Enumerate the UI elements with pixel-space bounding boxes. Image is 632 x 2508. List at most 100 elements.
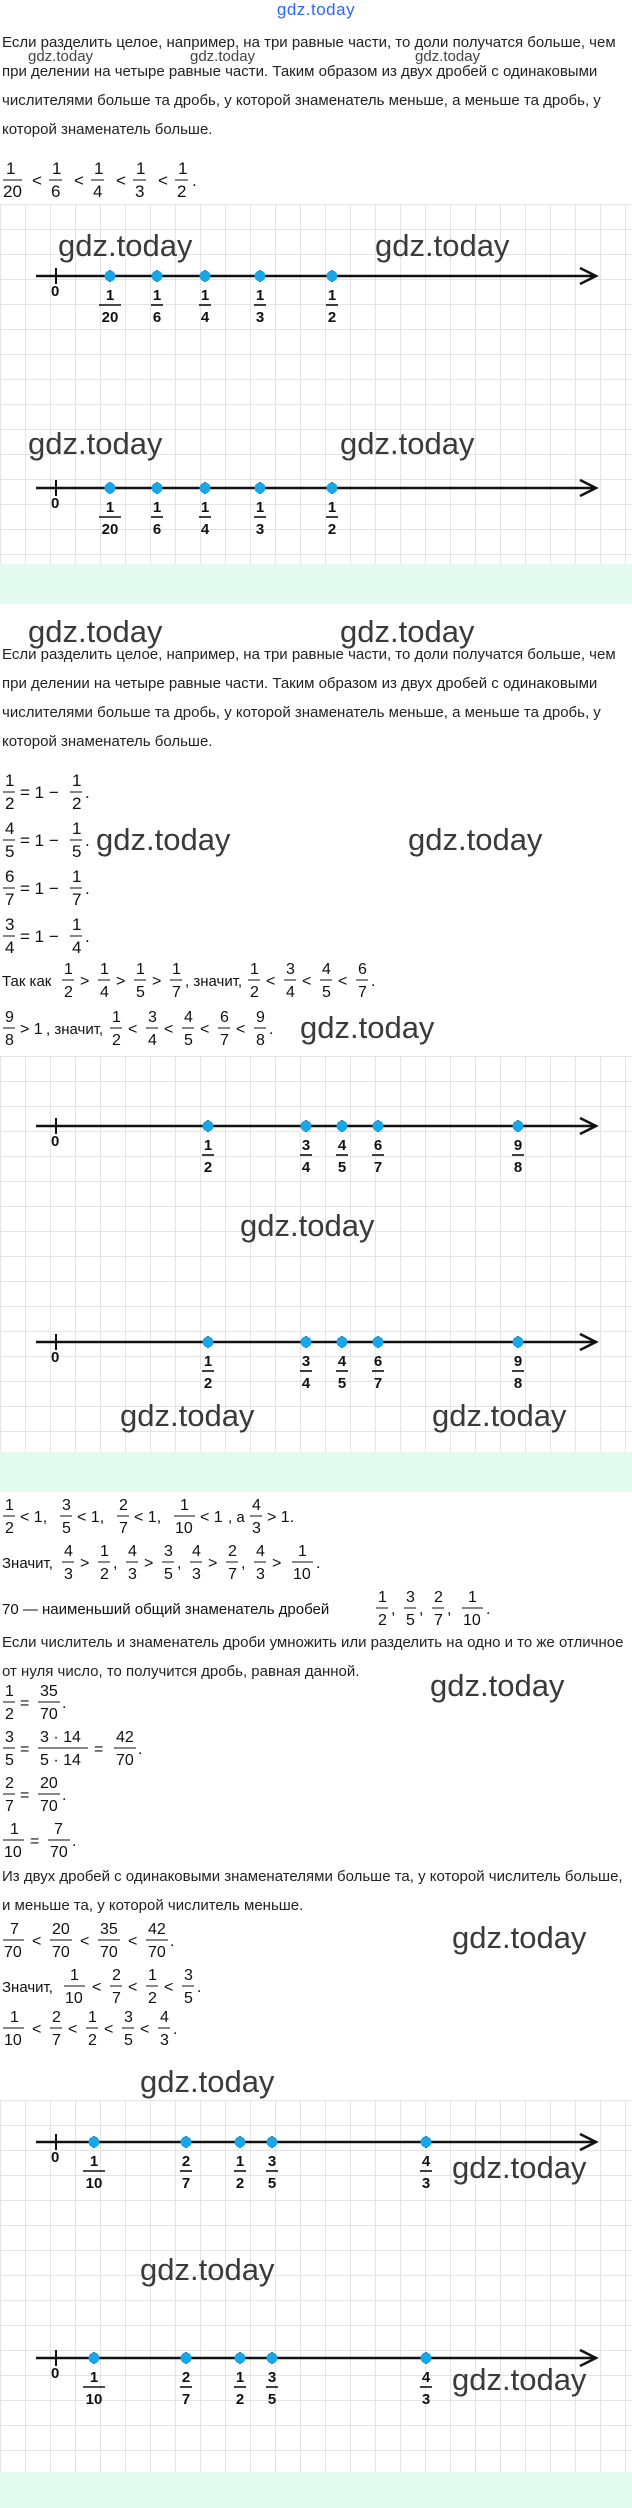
- svg-text:2: 2: [88, 2032, 97, 2049]
- svg-text:4: 4: [100, 984, 109, 1001]
- svg-text:Значит,: Значит,: [2, 1555, 53, 1572]
- section2-eq-1: 1 2 = 1 − 1 2.: [2, 770, 122, 821]
- point-marker: [266, 2352, 278, 2364]
- svg-text:2: 2: [378, 1612, 387, 1629]
- svg-text:70: 70: [148, 1944, 166, 1961]
- svg-text:.: .: [85, 927, 90, 946]
- point-marker: [254, 482, 266, 494]
- point-numerator: 1: [236, 2153, 244, 2170]
- svg-text:<: <: [158, 171, 168, 190]
- svg-text:6: 6: [5, 867, 14, 886]
- point-numerator: 3: [302, 1353, 310, 1370]
- svg-text:3: 3: [192, 1566, 201, 1583]
- svg-text:3: 3: [5, 915, 14, 934]
- section1-inequality: 1 20 < 1 6 < 1 4 < 1 3 < 1 2 .: [2, 158, 222, 211]
- svg-text:<: <: [128, 1933, 137, 1950]
- point-marker: [234, 2352, 246, 2364]
- watermark: gdz.today: [300, 1010, 435, 1045]
- svg-text:.: .: [138, 1741, 142, 1758]
- zero-label: 0: [51, 495, 59, 512]
- point-numerator: 4: [422, 2369, 431, 2386]
- svg-text:4: 4: [5, 819, 14, 838]
- svg-text:4: 4: [64, 1543, 73, 1560]
- svg-text:2: 2: [177, 182, 186, 201]
- line2-graphic: Значит, 43 > 12, 43 > 35, 43 > 27, 43 > …: [2, 1543, 320, 1583]
- svg-text:42: 42: [148, 1921, 166, 1938]
- svg-text:1: 1: [10, 2009, 19, 2026]
- point-marker: [326, 270, 338, 282]
- section2-text: Если разделить целое, например, на три р…: [2, 646, 616, 750]
- svg-text:=: =: [20, 1741, 29, 1758]
- svg-text:< 1,: < 1,: [20, 1509, 47, 1526]
- section3-eq-4: 1 10 = 7 70.: [2, 1818, 122, 1866]
- svg-text:10: 10: [463, 1612, 481, 1629]
- svg-text:70: 70: [52, 1944, 70, 1961]
- svg-text:3: 3: [184, 1967, 193, 1984]
- svg-text:4: 4: [192, 1543, 201, 1560]
- point-marker: [512, 1120, 524, 1132]
- point-numerator: 3: [268, 2369, 276, 2386]
- since-graphic: Так как 1 2 > 1 4 > 1 5 > 1 7 , значит, 1 2 <…: [2, 961, 375, 1001]
- svg-text:5: 5: [322, 984, 331, 1001]
- svg-text:<: <: [32, 171, 42, 190]
- svg-text:>: >: [144, 1555, 153, 1572]
- svg-text:7: 7: [10, 1921, 19, 1938]
- svg-text:5: 5: [5, 842, 14, 861]
- svg-text:2: 2: [100, 1566, 109, 1583]
- point-numerator: 9: [514, 1137, 522, 1154]
- svg-text:<: <: [128, 1979, 137, 1996]
- svg-text:8: 8: [5, 1032, 14, 1049]
- watermark: gdz.today: [415, 48, 481, 65]
- svg-text:1: 1: [180, 1497, 189, 1514]
- point-denominator: 20: [102, 309, 119, 326]
- point-marker: [88, 2352, 100, 2364]
- svg-text:<: <: [92, 1979, 101, 1996]
- watermark: gdz.today: [58, 228, 193, 263]
- svg-text:10: 10: [4, 2032, 22, 2049]
- eq-graphic: 4 5 = 1 − 1 5.: [3, 819, 90, 861]
- watermark: gdz.today: [375, 228, 510, 263]
- point-numerator: 1: [90, 2153, 98, 2170]
- point-denominator: 2: [236, 2175, 244, 2192]
- svg-text:> 1.: > 1.: [267, 1509, 294, 1526]
- grid-area: [0, 1056, 632, 1452]
- svg-text:.: .: [197, 1979, 201, 1996]
- svg-text:1: 1: [178, 159, 187, 178]
- eq-graphic: 3 4 = 1 − 1 4.: [3, 915, 90, 957]
- point-marker: [420, 2352, 432, 2364]
- svg-text:1: 1: [72, 867, 81, 886]
- watermark: gdz.today: [28, 614, 163, 649]
- conclusion-graphic: 98 > 1 , значит, 12 < 34 < 45 < 67 < 98 …: [3, 1009, 273, 1049]
- site-title[interactable]: gdz.today: [276, 0, 356, 19]
- svg-text:<: <: [200, 1021, 209, 1038]
- point-denominator: 4: [302, 1375, 311, 1392]
- svg-text:.: .: [72, 1833, 76, 1850]
- svg-text:>: >: [272, 1555, 281, 1572]
- watermark: gdz.today: [432, 1398, 567, 1433]
- line3-graphic: 70 — наименьший общий знаменатель дробей…: [2, 1589, 490, 1629]
- point-numerator: 9: [514, 1353, 522, 1370]
- svg-text:= 1 −: = 1 −: [20, 927, 59, 946]
- point-numerator: 1: [153, 287, 161, 304]
- watermark: gdz.today: [120, 1398, 255, 1433]
- svg-text:2: 2: [72, 794, 81, 813]
- svg-text:.: .: [85, 783, 90, 802]
- section2-since: Так как 1 2 > 1 4 > 1 5 > 1 7 , значит, 1 2 <…: [2, 958, 382, 1006]
- point-denominator: 5: [338, 1159, 346, 1176]
- svg-text:7: 7: [172, 984, 181, 1001]
- point-marker: [336, 1336, 348, 1348]
- zero-label: 0: [51, 2149, 59, 2166]
- section1-text: Если разделить целое, например, на три р…: [2, 34, 616, 138]
- svg-text:70: 70: [40, 1798, 58, 1815]
- svg-text:3: 3: [256, 1566, 265, 1583]
- point-denominator: 3: [422, 2175, 430, 2192]
- svg-text:4: 4: [72, 938, 81, 957]
- section3-text1: Если числитель и знаменатель дроби умнож…: [2, 1634, 624, 1680]
- svg-text:1: 1: [172, 961, 181, 978]
- svg-text:70: 70: [116, 1752, 134, 1769]
- svg-text:,: ,: [113, 1555, 117, 1572]
- point-denominator: 2: [204, 1159, 212, 1176]
- svg-text:1: 1: [94, 159, 103, 178]
- svg-text:4: 4: [286, 984, 295, 1001]
